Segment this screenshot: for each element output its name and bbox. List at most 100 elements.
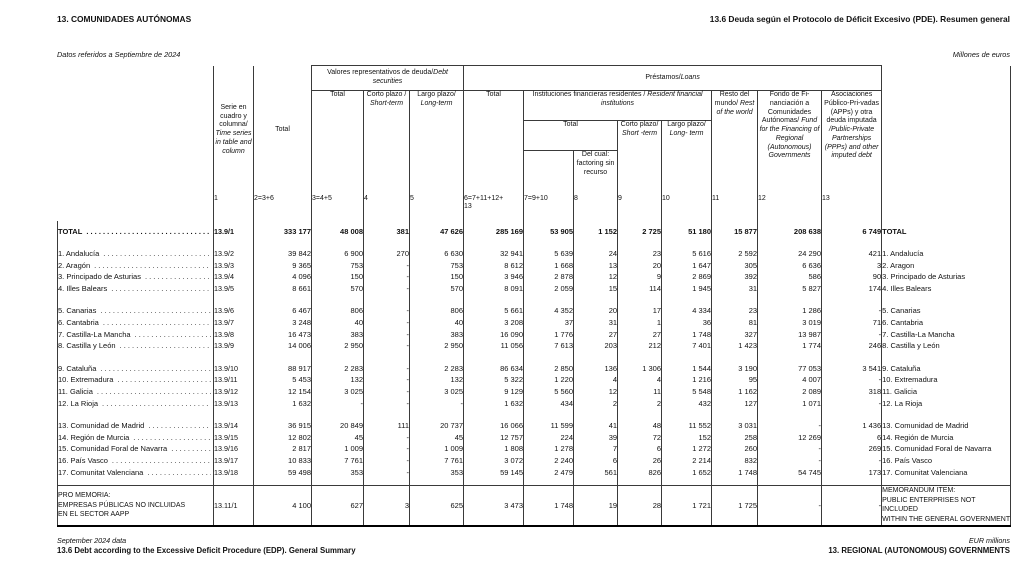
region-label-right: 10. Extremadura: [881, 374, 1012, 387]
region-label: TOTAL: [58, 226, 83, 236]
dot-leader: . . . . . . . . . . . . . . . . . . . . …: [100, 363, 211, 373]
series-code: 13.9/17: [213, 455, 254, 467]
value-ds-short: -: [363, 466, 410, 486]
value-ds-total: 48 008: [311, 220, 364, 249]
footer-units-note-en: EUR millions: [968, 535, 1010, 545]
footer-date-note-en: September 2024 data: [57, 535, 127, 545]
region-label: 8. Castilla y León: [58, 341, 116, 351]
region-label-cell: 6. Cantabria. . . . . . . . . . . . . . …: [57, 317, 214, 329]
value-ppp: 318: [821, 386, 882, 398]
value-loans-total: 59 145: [463, 466, 524, 486]
dot-leader: . . . . . . . . . . . . . . . . . . . . …: [96, 387, 211, 397]
value-loans-total: 3 072: [463, 455, 524, 467]
table-row: TOTAL. . . . . . . . . . . . . . . . . .…: [57, 220, 1012, 249]
value-resident-short: 2: [617, 397, 662, 410]
region-label-cell: 5. Canarias. . . . . . . . . . . . . . .…: [57, 294, 214, 318]
value-total: 5 453: [253, 374, 312, 387]
value-rest-of-world: 31: [711, 282, 758, 295]
value-loans-total: 8 091: [463, 282, 524, 295]
value-ppp: 3: [821, 259, 882, 272]
value-rest-of-world: 392: [711, 271, 758, 283]
region-label-cell: 2. Aragón. . . . . . . . . . . . . . . .…: [57, 259, 214, 272]
value-resident-total: 1 278: [523, 443, 574, 455]
value-resident-short: 212: [617, 340, 662, 352]
table-header: Serie en cuadro y columna/ Time series i…: [58, 65, 1012, 221]
value-loans-total: 8 612: [463, 259, 524, 272]
value-factoring: 6: [573, 455, 618, 467]
series-code: 13.9/16: [213, 443, 254, 455]
value-ppp: 246: [821, 340, 882, 352]
column-code: 7=9+10: [523, 194, 574, 221]
dot-leader: . . . . . . . . . . . . . . . . . . . . …: [103, 249, 211, 259]
group-header-loans-en: Loans: [680, 73, 700, 81]
value-ds-total: 383: [311, 328, 364, 341]
value-resident-total: 53 905: [523, 220, 574, 249]
value-total: 36 915: [253, 409, 312, 432]
value-ds-total: 132: [311, 374, 364, 387]
report-title-es: 13.6 Deuda según el Protocolo de Déficit…: [709, 14, 1010, 24]
value-factoring: 4: [573, 374, 618, 387]
region-label-cell: 1. Andalucía. . . . . . . . . . . . . . …: [57, 248, 214, 260]
value-ds-total: 2 950: [311, 340, 364, 352]
region-label-cell: 12. La Rioja. . . . . . . . . . . . . . …: [57, 397, 214, 410]
value-resident-total: 5 560: [523, 386, 574, 398]
value-ds-total: 7 761: [311, 455, 364, 467]
subtitle-bar: Datos referidos a Septiembre de 2024 Mil…: [57, 50, 1010, 59]
value-ds-short: -: [363, 340, 410, 352]
region-label-cell: 14. Región de Murcia. . . . . . . . . . …: [57, 431, 214, 444]
value-ds-total: 20 849: [311, 409, 364, 432]
value-ds-total: 40: [311, 317, 364, 329]
series-code: 13.9/15: [213, 431, 254, 444]
region-label: 5. Canarias: [58, 306, 97, 316]
value-ds-long: 20 737: [408, 409, 464, 432]
col-header-financing-fund: Fondo de Fi-nanciación a Comunidades Aut…: [757, 90, 823, 195]
value-total: 88 917: [253, 351, 312, 375]
value-ds-short: -: [363, 397, 410, 410]
value-financing-fund: -: [757, 455, 822, 467]
region-label-right: 1. Andalucía: [881, 248, 1012, 260]
col-header-series-en: Time series in table and column: [215, 130, 252, 155]
value-loans-total: 9 129: [463, 386, 524, 398]
col-header-ppp-en: /Public-Private Partnerships (PPPs) and …: [824, 126, 879, 160]
column-code: 1: [213, 194, 254, 221]
table-row: 2. Aragón. . . . . . . . . . . . . . . .…: [57, 259, 1012, 272]
units-note-es: Millones de euros: [952, 50, 1010, 59]
dot-leader: . . . . . . . . . . . . . . . . . . . . …: [102, 318, 211, 328]
value-factoring: 136: [573, 351, 618, 375]
value-resident-short: 1: [617, 317, 662, 329]
value-resident-long: 1 748: [661, 328, 712, 341]
col-header-ds-total: Total: [311, 90, 364, 195]
value-factoring: 31: [573, 317, 618, 329]
dot-leader: . . . . . . . . . . . . . . . . . . . . …: [133, 432, 211, 442]
value-rest-of-world: 1 162: [711, 386, 758, 398]
value-loans-total: 1 632: [463, 397, 524, 410]
col-header-rest-of-world-es: Resto del mundo/: [714, 91, 750, 107]
value-rest-of-world: 15 877: [711, 220, 758, 249]
value-rest-of-world: 832: [711, 455, 758, 467]
memo-value-loans-total: 3 473: [463, 485, 524, 527]
spacer-cell: [523, 150, 575, 195]
value-resident-long: 1 647: [661, 259, 712, 272]
group-header-resident-institutions: Instituciones financieras residentes / R…: [523, 90, 713, 121]
region-label-right: 15. Comunidad Foral de Navarra: [881, 443, 1012, 455]
value-ds-total: 353: [311, 466, 364, 486]
dot-leader: . . . . . . . . . . . . . . . . . . . . …: [94, 260, 211, 270]
series-code: 13.9/4: [213, 271, 254, 283]
group-header-debt-securities: Valores representativos de deuda/Debt se…: [311, 65, 465, 91]
dot-leader: . . . . . . . . . . . . . . . . . . . . …: [111, 456, 211, 465]
value-factoring: 7: [573, 443, 618, 455]
value-factoring: 15: [573, 282, 618, 295]
footer: September 2024 data 13.6 Debt according …: [57, 536, 1010, 557]
column-code: 5: [408, 194, 464, 221]
col-header-ds-long-es: Largo plazo/: [417, 91, 456, 98]
value-ppp: 71: [821, 317, 882, 329]
table-row: 13. Comunidad de Madrid. . . . . . . . .…: [57, 409, 1012, 432]
region-label-cell: TOTAL. . . . . . . . . . . . . . . . . .…: [57, 220, 214, 249]
column-code: 4: [363, 194, 410, 221]
value-ppp: 1 436: [821, 409, 882, 432]
value-resident-long: 4 334: [661, 294, 712, 318]
value-financing-fund: 1 774: [757, 340, 822, 352]
column-code: 12: [757, 194, 822, 221]
column-code: 10: [661, 194, 712, 221]
value-financing-fund: 13 987: [757, 328, 822, 341]
